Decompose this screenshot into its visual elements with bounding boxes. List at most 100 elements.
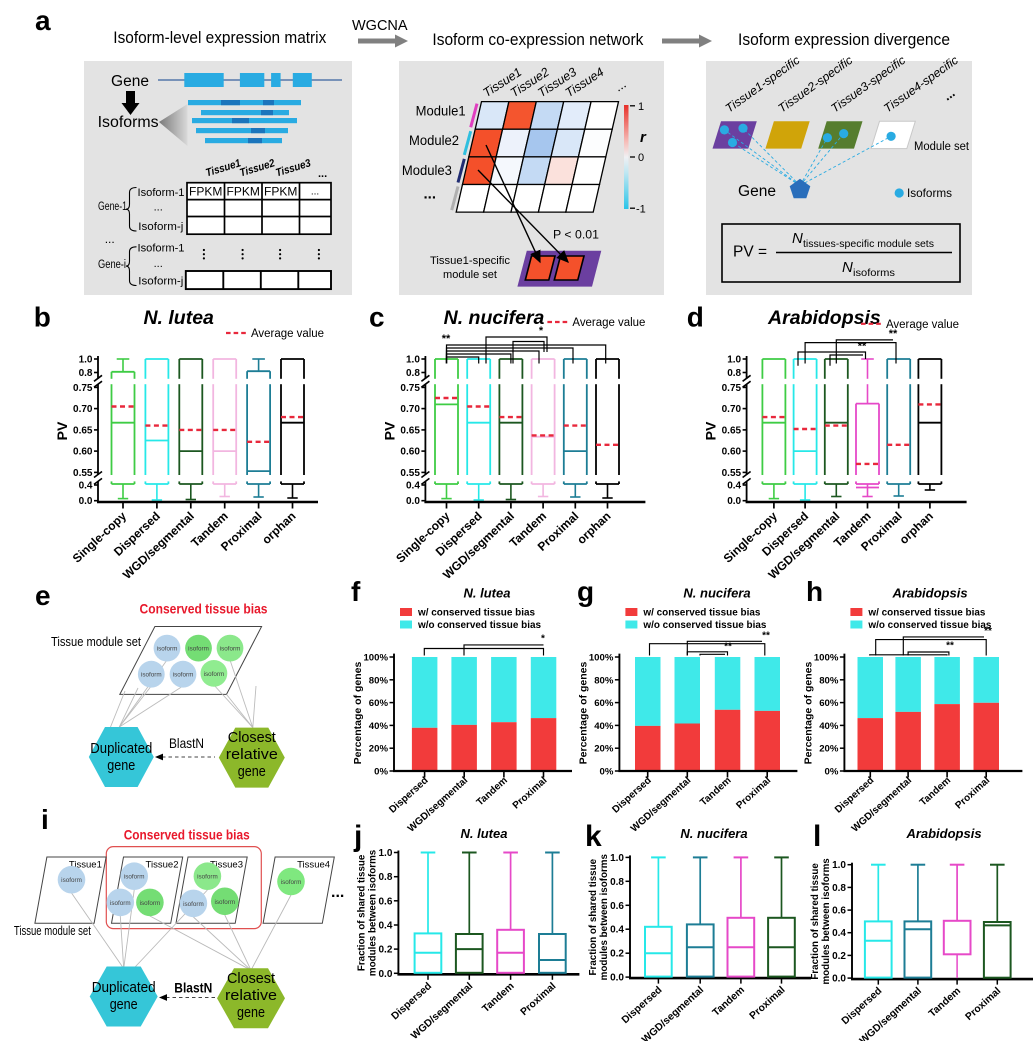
svg-text:c: c <box>369 302 385 333</box>
svg-text:tissues-specific module sets: tissues-specific module sets <box>803 239 934 250</box>
svg-text:0.2: 0.2 <box>832 951 846 962</box>
svg-text:gene: gene <box>107 758 135 774</box>
svg-text:w/ conserved tissue bias: w/ conserved tissue bias <box>642 607 760 619</box>
svg-text:0.65: 0.65 <box>722 425 742 436</box>
svg-text:Fraction of shared tissue: Fraction of shared tissue <box>810 863 821 980</box>
svg-text:Isoform-level expression matri: Isoform-level expression matrix <box>113 28 326 47</box>
svg-text:Module1: Module1 <box>416 103 466 119</box>
svg-text:gene: gene <box>237 1005 265 1021</box>
svg-text:isoform: isoform <box>188 646 209 653</box>
svg-text:1.0: 1.0 <box>79 355 93 366</box>
svg-text:e: e <box>35 580 51 611</box>
svg-text:j: j <box>353 820 362 853</box>
svg-text:0.8: 0.8 <box>79 368 93 379</box>
svg-text:Gene: Gene <box>111 73 149 90</box>
svg-text:0.55: 0.55 <box>73 468 93 479</box>
svg-text:h: h <box>806 576 823 607</box>
svg-text:0.70: 0.70 <box>400 404 420 415</box>
svg-text:N: N <box>842 259 853 276</box>
svg-text:isoform: isoform <box>220 646 241 653</box>
svg-text:80%: 80% <box>369 675 389 686</box>
svg-text:gene: gene <box>110 997 138 1013</box>
svg-text:0.4: 0.4 <box>832 928 846 939</box>
svg-text:Tissue1-specific: Tissue1-specific <box>430 255 511 267</box>
svg-text:0.0: 0.0 <box>406 496 420 507</box>
svg-text:b: b <box>34 302 51 333</box>
svg-text:60%: 60% <box>369 698 389 709</box>
svg-text:BlastN: BlastN <box>169 735 204 751</box>
svg-text:Gene-1: Gene-1 <box>98 201 127 213</box>
svg-text:Average value: Average value <box>251 328 324 340</box>
svg-text:0.6: 0.6 <box>610 901 624 912</box>
svg-text:0.8: 0.8 <box>610 877 624 888</box>
svg-text:**: ** <box>442 333 451 345</box>
svg-text:Arabidopsis: Arabidopsis <box>905 826 981 841</box>
svg-text:Percentage of genes: Percentage of genes <box>802 661 814 764</box>
svg-text:Gene: Gene <box>738 183 776 200</box>
svg-text:Isoform-j: Isoform-j <box>138 221 183 233</box>
svg-text:40%: 40% <box>594 721 614 732</box>
svg-text:Tissue4: Tissue4 <box>297 860 330 871</box>
svg-text:BlastN: BlastN <box>174 981 212 996</box>
svg-text:isoform: isoform <box>61 877 82 884</box>
svg-text:N. nucifera: N. nucifera <box>680 826 747 841</box>
svg-text:0.8: 0.8 <box>727 368 741 379</box>
svg-text:0.4: 0.4 <box>727 481 741 492</box>
svg-text:isoform: isoform <box>204 671 225 678</box>
svg-text:N: N <box>792 230 803 247</box>
svg-text:PV: PV <box>703 421 719 440</box>
svg-text:Isoform-1: Isoform-1 <box>138 187 185 199</box>
svg-text:Percentage of genes: Percentage of genes <box>577 661 589 764</box>
svg-text:**: ** <box>889 328 898 340</box>
svg-text:0.4: 0.4 <box>79 481 93 492</box>
svg-text:1.0: 1.0 <box>406 355 420 366</box>
svg-text:20%: 20% <box>819 744 839 755</box>
svg-text:Duplicated: Duplicated <box>90 741 152 757</box>
svg-text:...: ... <box>331 884 344 901</box>
svg-text:...: ... <box>154 258 163 270</box>
svg-text:Tissue2: Tissue2 <box>146 860 179 871</box>
svg-text:Module3: Module3 <box>402 162 452 178</box>
svg-text:0.75: 0.75 <box>722 383 742 394</box>
svg-text:0.8: 0.8 <box>378 872 392 883</box>
svg-text:0: 0 <box>638 152 644 164</box>
svg-text:modules between isoforms: modules between isoforms <box>599 854 610 981</box>
svg-text:0.65: 0.65 <box>73 425 93 436</box>
svg-text:40%: 40% <box>369 721 389 732</box>
svg-text:isoform: isoform <box>281 879 302 886</box>
svg-text:isoform: isoform <box>157 646 178 653</box>
svg-text:0.60: 0.60 <box>400 447 420 458</box>
svg-text:N. nucifera: N. nucifera <box>683 586 750 601</box>
svg-text:60%: 60% <box>594 698 614 709</box>
svg-text:0.60: 0.60 <box>722 447 742 458</box>
svg-text:r: r <box>640 129 647 146</box>
svg-text:Isoforms: Isoforms <box>98 114 159 131</box>
svg-text:0.8: 0.8 <box>832 883 846 894</box>
svg-text:...: ... <box>105 232 115 246</box>
svg-text:100%: 100% <box>814 653 839 664</box>
svg-text:1.0: 1.0 <box>727 355 741 366</box>
svg-text:Isoforms: Isoforms <box>907 186 952 200</box>
svg-text:60%: 60% <box>819 698 839 709</box>
svg-text:Isoform-j: Isoform-j <box>138 275 183 287</box>
svg-text:Percentage of genes: Percentage of genes <box>352 661 364 764</box>
svg-text:Conserved tissue bias: Conserved tissue bias <box>140 602 268 617</box>
svg-text:1.0: 1.0 <box>378 848 392 859</box>
svg-text:0%: 0% <box>600 767 614 778</box>
svg-text:WGCNA: WGCNA <box>352 18 408 34</box>
svg-text:-1: -1 <box>636 204 646 216</box>
svg-text:isoform: isoform <box>197 874 218 881</box>
svg-text:0.2: 0.2 <box>378 945 392 956</box>
svg-text:100%: 100% <box>363 653 388 664</box>
svg-text:isoforms: isoforms <box>853 268 895 279</box>
svg-text:20%: 20% <box>369 744 389 755</box>
svg-text:Conserved tissue bias: Conserved tissue bias <box>124 828 250 843</box>
svg-text:0.65: 0.65 <box>400 425 420 436</box>
svg-text:0%: 0% <box>374 767 388 778</box>
svg-text:Gene-i: Gene-i <box>98 259 126 271</box>
svg-text:Closest: Closest <box>228 730 276 746</box>
svg-text:0.75: 0.75 <box>73 383 93 394</box>
svg-text:module set: module set <box>443 269 497 281</box>
svg-text:Isoform co-expression network: Isoform co-expression network <box>432 30 643 49</box>
svg-text:a: a <box>35 5 51 36</box>
